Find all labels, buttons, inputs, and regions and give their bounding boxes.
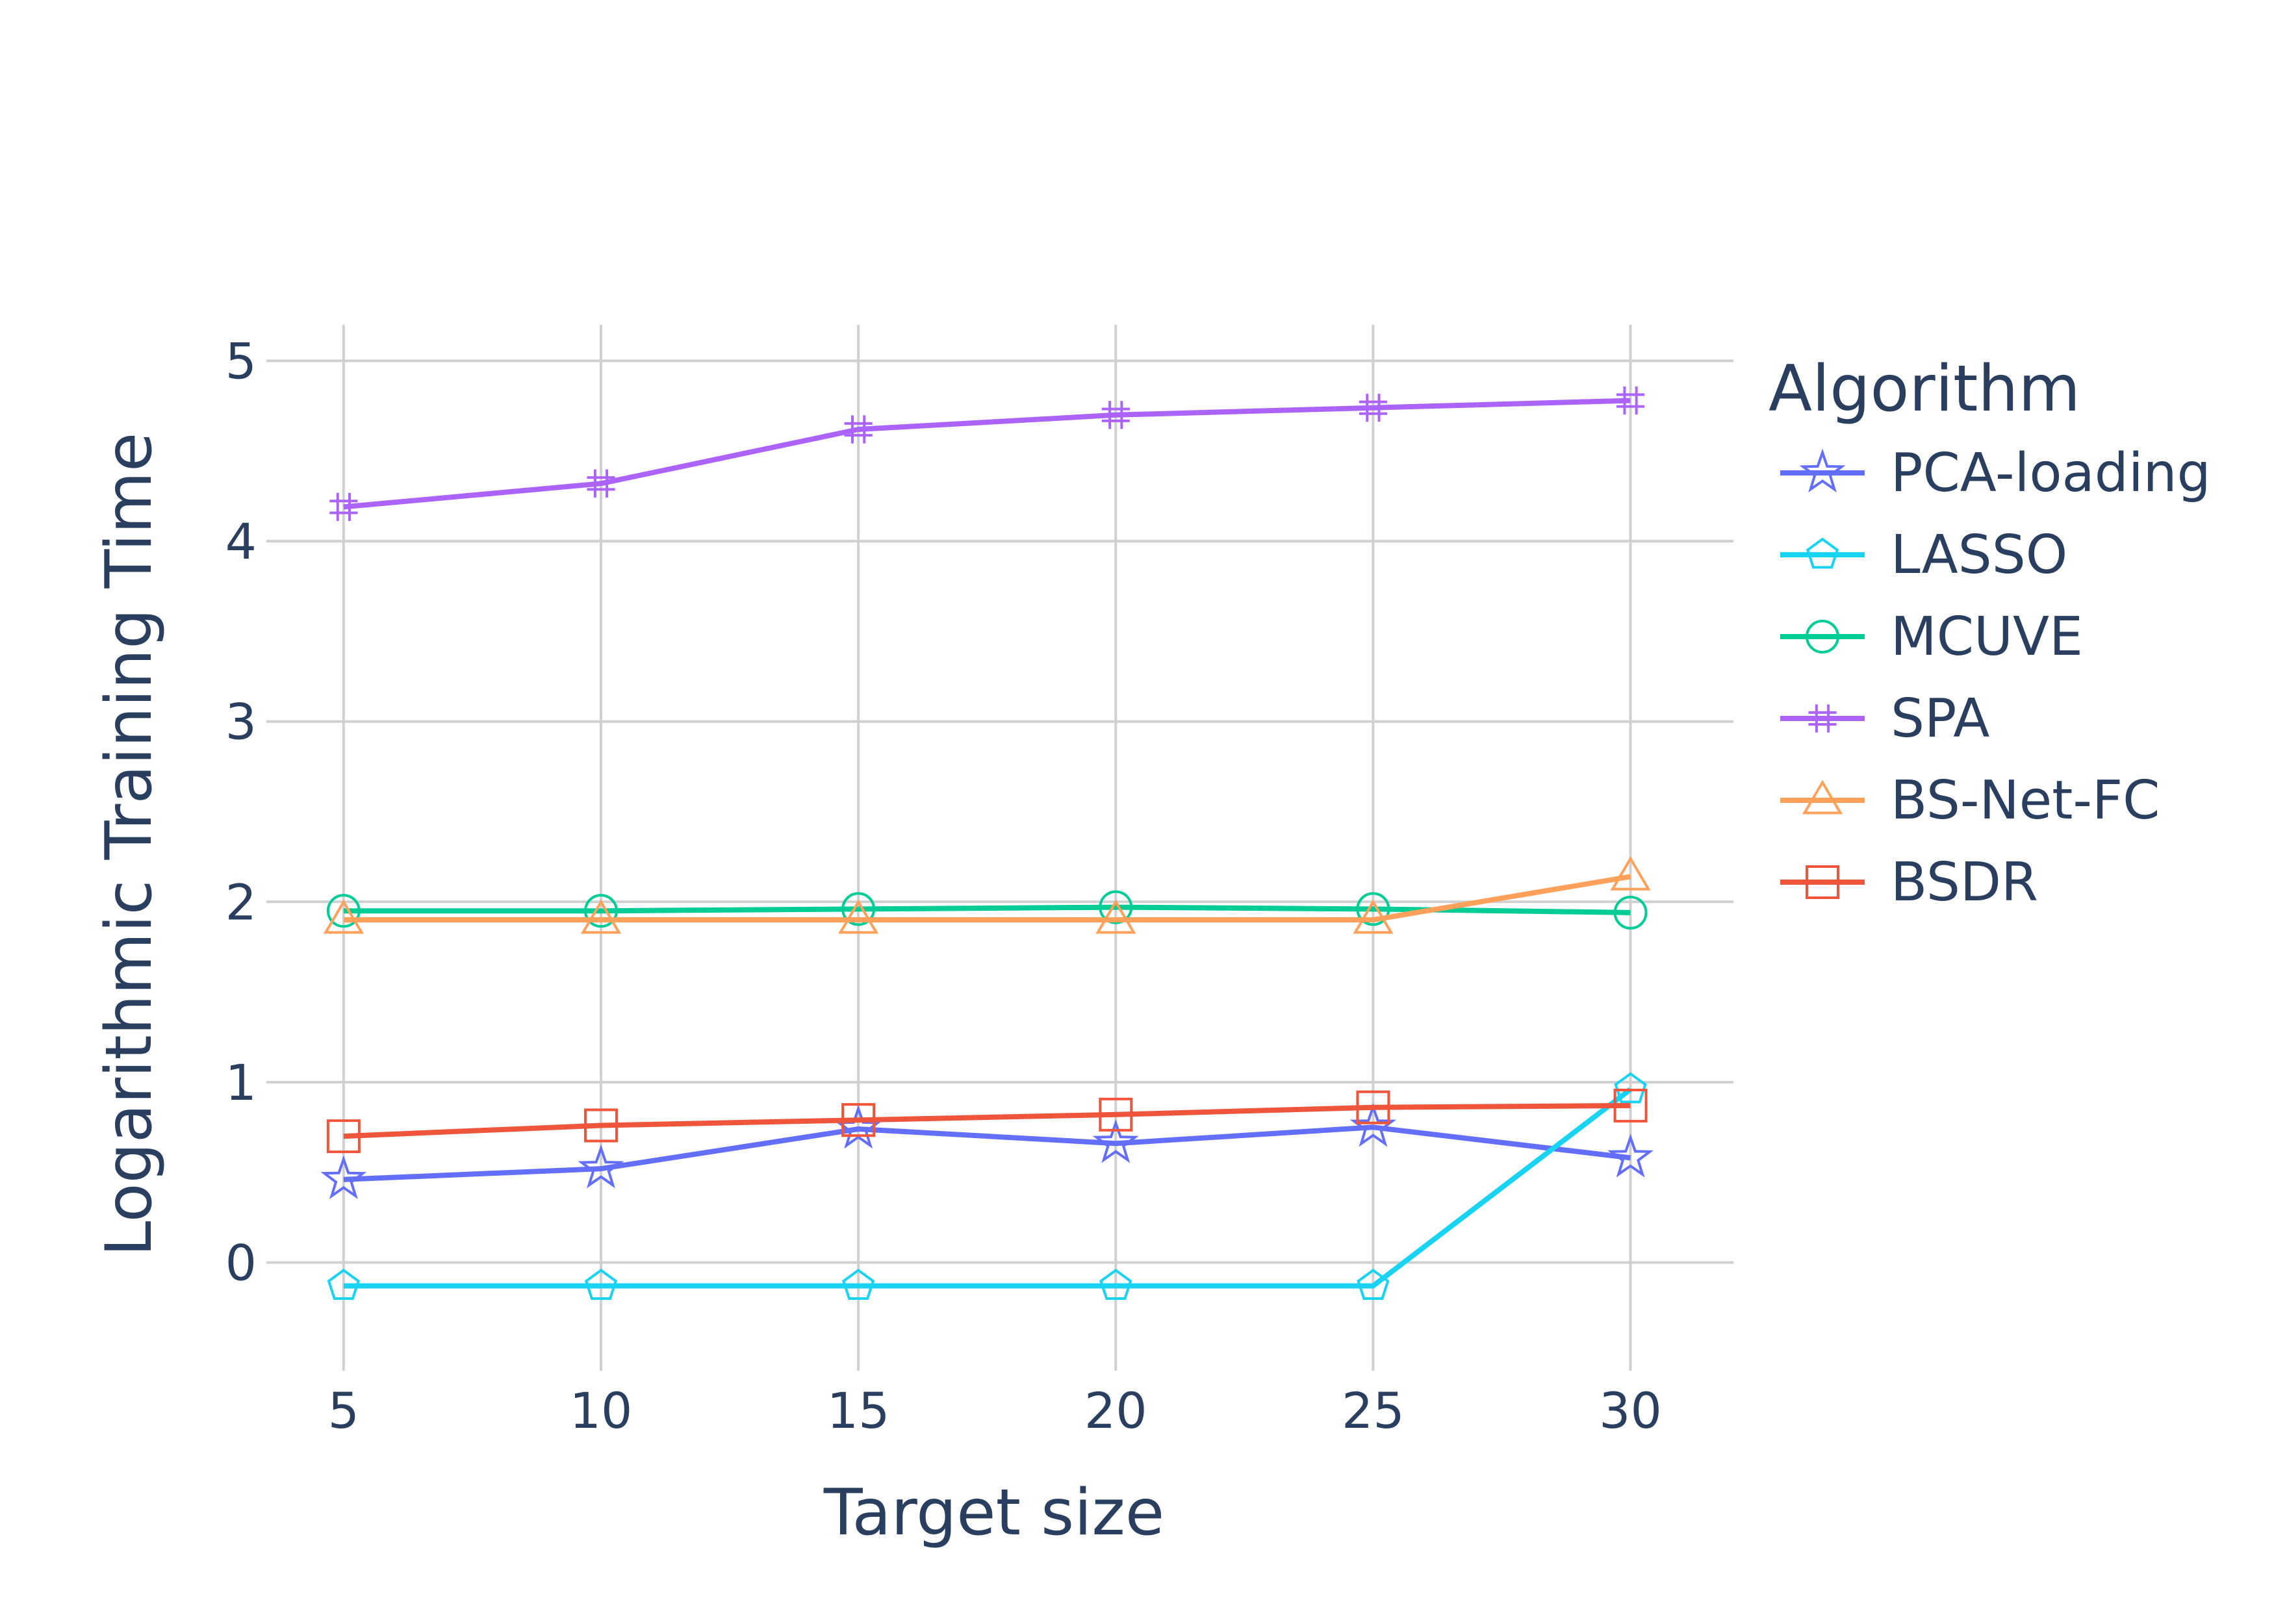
legend-item: BSDR	[1780, 852, 2038, 913]
series-pca-loading	[320, 1102, 1654, 1199]
data-point	[841, 1103, 876, 1137]
data-point	[587, 469, 615, 498]
x-tick-label: 15	[827, 1382, 890, 1440]
legend-label: SPA	[1891, 688, 1989, 750]
data-point	[841, 1269, 875, 1300]
data-point	[1099, 890, 1133, 924]
x-tick-label: 30	[1599, 1382, 1662, 1440]
series-line	[343, 1124, 1631, 1182]
data-point	[1613, 1088, 1648, 1123]
series-line	[343, 904, 1631, 915]
y-tick-label: 1	[225, 1054, 257, 1111]
legend-item: LASSO	[1780, 524, 2067, 586]
data-point	[1092, 1119, 1139, 1163]
x-tick-label: 25	[1342, 1382, 1405, 1440]
data-point	[1613, 895, 1648, 930]
y-tick-label: 4	[225, 513, 257, 570]
data-point	[844, 415, 873, 444]
legend-item: MCUVE	[1780, 606, 2083, 668]
y-axis-title: Logarithmic Training Time	[92, 433, 166, 1257]
series-bs-net-fc	[323, 856, 1651, 934]
x-axis-title: Target size	[823, 1476, 1164, 1550]
series-mcuve	[326, 890, 1648, 930]
data-point	[838, 899, 879, 934]
y-tick-label: 3	[225, 693, 257, 751]
series-lasso	[327, 1072, 1647, 1300]
data-point	[1099, 1269, 1132, 1300]
data-point	[1610, 856, 1651, 891]
x-tick-label: 20	[1084, 1382, 1147, 1440]
data-point	[583, 894, 618, 928]
data-point	[578, 1144, 624, 1189]
legend-item: PCA-loading	[1780, 442, 2211, 504]
legend-label: BSDR	[1891, 852, 2038, 913]
y-tick-label: 0	[225, 1234, 257, 1291]
y-axis-ticks: 0 1 2 3 4 5	[225, 333, 257, 1292]
legend-label: BS-Net-FC	[1891, 770, 2160, 831]
series-layer	[320, 386, 1654, 1300]
data-point	[1607, 1134, 1654, 1178]
legend-label: PCA-loading	[1891, 442, 2211, 504]
series-line	[343, 1087, 1632, 1289]
data-point	[1099, 1097, 1133, 1132]
legend-label: LASSO	[1891, 524, 2067, 586]
data-point	[1616, 386, 1645, 415]
y-tick-label: 5	[225, 333, 257, 390]
data-point	[1101, 401, 1130, 429]
series-line	[343, 1102, 1631, 1139]
data-point	[326, 1119, 361, 1154]
data-point	[329, 492, 358, 521]
data-point	[583, 1108, 618, 1143]
data-point	[1356, 892, 1390, 926]
legend-title: Algorithm	[1769, 352, 2080, 426]
data-point	[1095, 899, 1136, 934]
series-bsdr	[326, 1088, 1648, 1154]
legend: Algorithm PCA-loading LASSO MCUVE SPA BS-Net…	[1769, 352, 2211, 913]
data-point	[1359, 394, 1387, 422]
gridlines	[266, 325, 1733, 1371]
series-spa	[329, 386, 1645, 521]
data-point	[327, 1269, 361, 1300]
x-tick-label: 5	[328, 1382, 359, 1440]
data-point	[1356, 1090, 1390, 1124]
series-line	[343, 398, 1631, 510]
legend-marker	[1799, 448, 1846, 493]
x-tick-label: 10	[570, 1382, 633, 1440]
data-point	[1357, 1269, 1390, 1300]
legend-item: SPA	[1780, 688, 1989, 750]
legend-marker	[1806, 537, 1839, 569]
y-tick-label: 2	[225, 873, 257, 931]
x-axis-ticks: 5 10 15 20 25 30	[328, 1382, 1662, 1440]
data-point	[584, 1269, 618, 1300]
legend-item: BS-Net-FC	[1780, 770, 2160, 831]
data-point	[320, 1155, 367, 1199]
legend-marker	[1808, 704, 1837, 733]
legend-marker	[1806, 865, 1839, 899]
data-point	[323, 899, 364, 934]
data-point	[1353, 899, 1394, 934]
legend-marker	[1806, 620, 1839, 653]
data-point	[326, 894, 361, 928]
legend-items: PCA-loading LASSO MCUVE SPA BS-Net-FC BSDR	[1780, 442, 2211, 913]
legend-marker	[1802, 780, 1843, 815]
data-point	[841, 892, 876, 926]
data-point	[580, 899, 622, 934]
data-point	[1614, 1072, 1647, 1104]
legend-label: MCUVE	[1891, 606, 2083, 668]
series-line	[343, 874, 1631, 922]
